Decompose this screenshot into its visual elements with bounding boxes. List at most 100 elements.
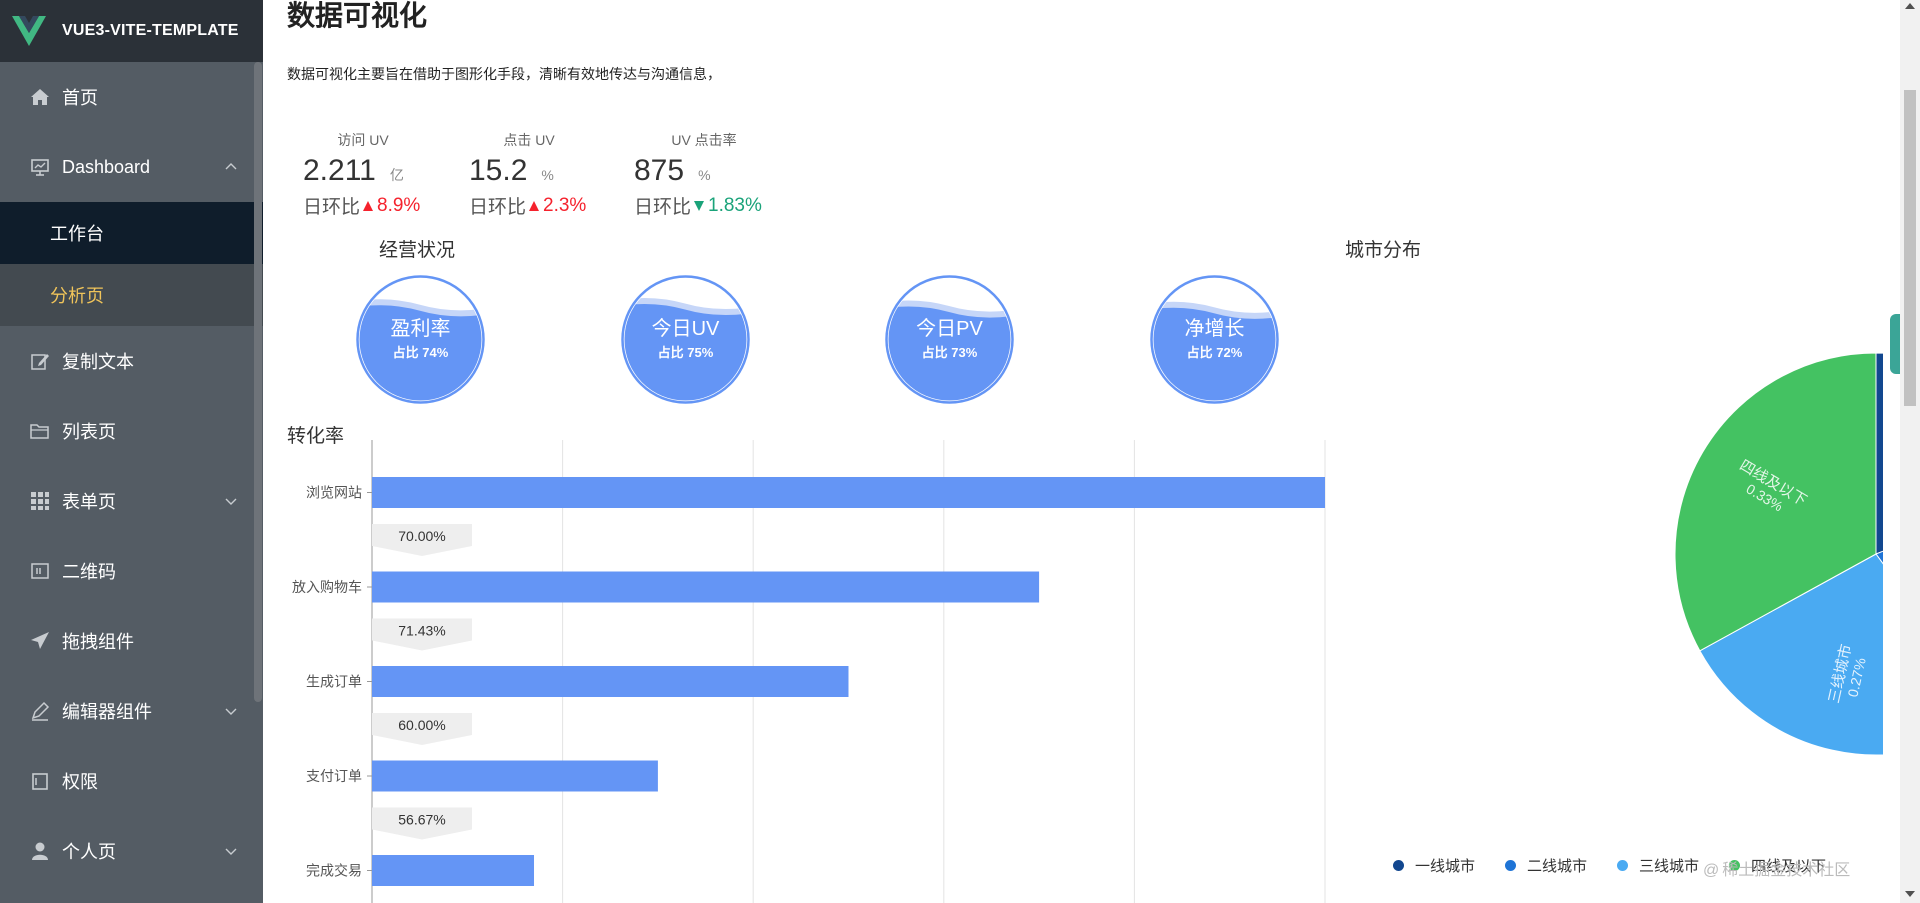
main-content: 数据可视化 数据可视化主要旨在借助于图形化手段，清晰有效地传达与沟通信息， 访问… xyxy=(263,0,1890,903)
category-label: 生成订单 xyxy=(306,674,362,690)
rate-label: 56.67% xyxy=(398,812,445,828)
sidebar-item-permission[interactable]: 权限 xyxy=(0,746,263,816)
sidebar-item-label: 复制文本 xyxy=(62,352,134,372)
side-drawer-handle[interactable] xyxy=(1890,314,1900,374)
page-scrollbar[interactable] xyxy=(1900,0,1920,903)
legend-label: 四线及以下 xyxy=(1751,858,1827,875)
stat-uv-ctr: UV 点击率 875 % 日环比 1.83% xyxy=(634,130,794,219)
legend-item[interactable]: 一线城市 xyxy=(1393,855,1475,876)
chevron-down-icon xyxy=(225,848,237,855)
edit-icon xyxy=(30,351,50,371)
trend-up-icon xyxy=(529,200,540,211)
stat-unit: 亿 xyxy=(389,167,404,183)
gauge-label: 今日UV 占比 75% xyxy=(620,312,751,361)
stat-value: 2.211 xyxy=(303,154,376,187)
gauge-ring xyxy=(621,275,750,404)
sidebar-item-form[interactable]: 表单页 xyxy=(0,466,263,536)
vue-logo-icon xyxy=(12,16,46,46)
legend-label: 一线城市 xyxy=(1415,858,1476,875)
category-label: 浏览网站 xyxy=(306,485,362,501)
sidebar-item-analysis[interactable]: 分析页 xyxy=(0,264,263,326)
legend-item[interactable]: 四线及以下 xyxy=(1729,855,1826,876)
gauge-label: 今日PV 占比 73% xyxy=(884,312,1015,361)
sidebar-item-profile[interactable]: 个人页 xyxy=(0,816,263,886)
sidebar-item-label: Dashboard xyxy=(62,156,151,177)
legend-item[interactable]: 二线城市 xyxy=(1505,855,1587,876)
logo[interactable]: VUE3-VITE-TEMPLATE xyxy=(0,0,263,62)
category-label: 完成交易 xyxy=(306,863,362,879)
gauge-ring xyxy=(885,275,1014,404)
sidebar-item-label: 权限 xyxy=(62,772,98,792)
category-label: 支付订单 xyxy=(306,768,362,784)
gauge-name: 今日UV xyxy=(651,318,720,340)
trend-down-icon xyxy=(694,200,705,211)
sidebar-item-home[interactable]: 首页 xyxy=(0,62,263,132)
stat-label: 访问 UV xyxy=(337,132,389,148)
sidebar-item-drag[interactable]: 拖拽组件 xyxy=(0,606,263,676)
stat-unit: % xyxy=(698,167,711,183)
page-description: 数据可视化主要旨在借助于图形化手段，清晰有效地传达与沟通信息， xyxy=(287,66,721,82)
sidebar-item-dashboard[interactable]: Dashboard xyxy=(0,132,263,202)
lock-icon xyxy=(30,771,50,791)
funnel-bar xyxy=(372,855,535,886)
sidebar-item-label: 编辑器组件 xyxy=(62,702,152,722)
gauge-percent: 占比 75% xyxy=(657,345,714,360)
dashboard-icon xyxy=(30,157,50,177)
gauge-wave-fill xyxy=(888,306,1011,401)
scrollbar-thumb[interactable] xyxy=(1904,90,1916,406)
sidebar-item-list[interactable]: 列表页 xyxy=(0,396,263,466)
stat-trend-value: 1.83% xyxy=(708,194,762,216)
sidebar-item-label: 表单页 xyxy=(62,492,116,512)
watermark-text: 稀土掘金技术社区 xyxy=(1722,862,1851,879)
conversion-title: 转化率 xyxy=(287,426,345,447)
sidebar-item-label: 个人页 xyxy=(62,842,116,862)
legend-item[interactable]: 三线城市 xyxy=(1617,855,1699,876)
stat-label: 点击 UV xyxy=(503,132,555,148)
stat-value: 875 xyxy=(634,154,685,187)
watermark-prefix: @ xyxy=(1703,862,1720,879)
sidebar-item-copy-text[interactable]: 复制文本 xyxy=(0,326,263,396)
liquid-gauge: 今日UV 占比 75% xyxy=(620,274,751,405)
rate-badge xyxy=(372,807,472,840)
sidebar-item-editor[interactable]: 编辑器组件 xyxy=(0,676,263,746)
grid-icon xyxy=(30,491,50,511)
pie-slice xyxy=(1674,352,1877,652)
app-name: VUE3-VITE-TEMPLATE xyxy=(62,22,239,39)
category-label: 放入购物车 xyxy=(292,579,362,595)
user-icon xyxy=(30,841,50,861)
conversion-funnel-chart: 浏览网站 70.00% 放入购物车 71.43% 生成订单 60.00% 支付订单 56.67… xyxy=(292,440,1326,903)
stat-trend-value: 8.9% xyxy=(377,194,421,216)
city-title: 城市分布 xyxy=(1345,240,1422,261)
funnel-bar xyxy=(372,477,1325,508)
gauge-wave-fill xyxy=(624,303,747,401)
rate-label: 71.43% xyxy=(398,623,445,639)
business-title: 经营状况 xyxy=(379,240,456,261)
sidebar-item-label: 拖拽组件 xyxy=(62,632,134,652)
watermark: @ 稀土掘金技术社区 xyxy=(1700,856,1850,880)
sidebar-item-label: 列表页 xyxy=(62,422,116,442)
gauge-name: 净增长 xyxy=(1184,318,1245,340)
liquid-gauge: 今日PV 占比 73% xyxy=(884,274,1015,405)
funnel-bar xyxy=(372,760,658,792)
scroll-down-icon[interactable] xyxy=(1905,891,1915,897)
sidebar-item-qrcode[interactable]: 二维码 xyxy=(0,536,263,606)
sidebar: VUE3-VITE-TEMPLATE 首页 Dashboard 工作台 分析页 … xyxy=(0,0,263,903)
legend-label: 三线城市 xyxy=(1639,858,1700,875)
legend-dot xyxy=(1505,860,1517,871)
rate-badge xyxy=(372,618,472,651)
chevron-up-icon xyxy=(225,163,237,170)
sidebar-item-workbench[interactable]: 工作台 xyxy=(0,202,263,264)
rate-label: 60.00% xyxy=(398,717,445,733)
gauge-name: 今日PV xyxy=(916,318,983,340)
gauge-percent: 占比 74% xyxy=(392,345,449,360)
chevron-down-icon xyxy=(225,498,237,505)
gauge-name: 盈利率 xyxy=(390,318,451,340)
sidebar-scrollbar[interactable] xyxy=(254,62,262,702)
legend-dot xyxy=(1617,860,1629,871)
scroll-up-icon[interactable] xyxy=(1905,3,1915,9)
stat-trend-value: 2.3% xyxy=(543,194,587,216)
liquid-gauge: 盈利率占比 74% xyxy=(355,274,486,405)
liquid-gauge: 净增长 占比 72% xyxy=(1149,274,1280,405)
